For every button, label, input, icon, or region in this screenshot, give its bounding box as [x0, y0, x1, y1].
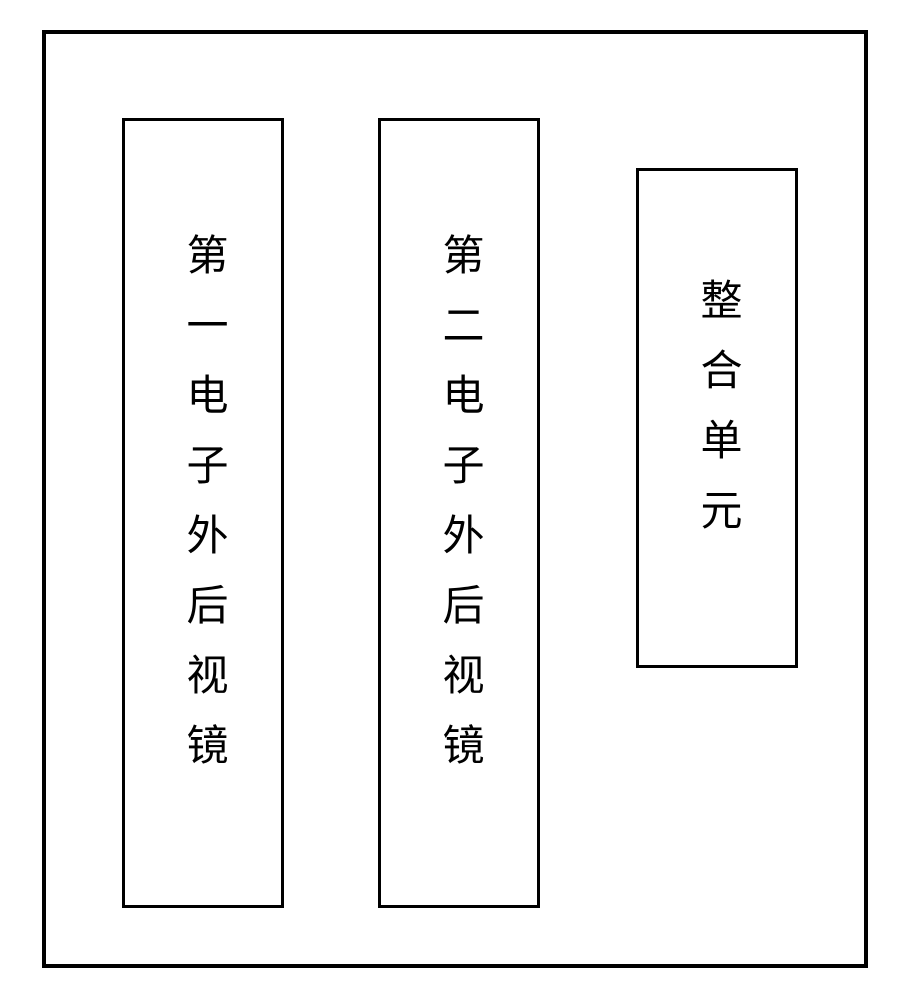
box-1-label: 第一电子外后视镜	[182, 233, 224, 793]
box-2-label: 第二电子外后视镜	[438, 233, 480, 793]
block-box-1: 第一电子外后视镜	[122, 118, 284, 908]
box-3-label: 整合单元	[696, 278, 738, 558]
block-box-3: 整合单元	[636, 168, 798, 668]
diagram-container: 第一电子外后视镜 第二电子外后视镜 整合单元	[42, 30, 868, 968]
block-box-2: 第二电子外后视镜	[378, 118, 540, 908]
